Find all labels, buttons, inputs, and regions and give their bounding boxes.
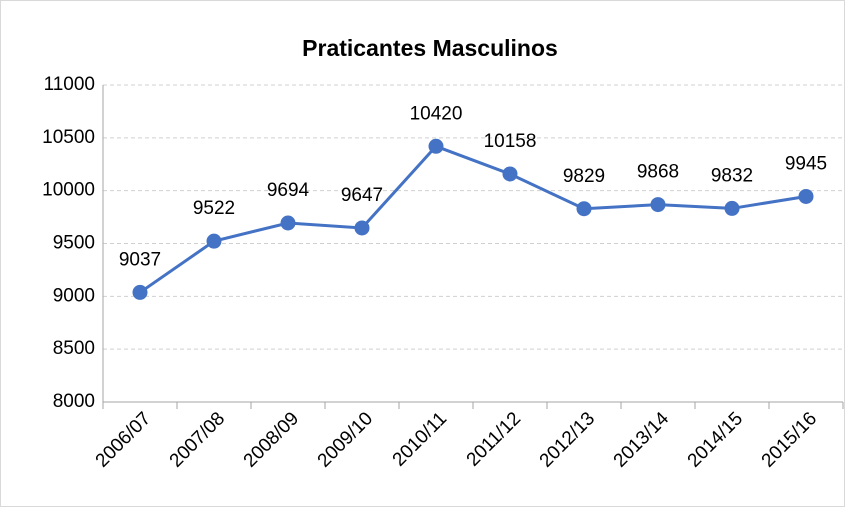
- data-point: [576, 201, 592, 217]
- data-label: 9037: [119, 249, 161, 270]
- y-tick-label: 11000: [44, 74, 95, 95]
- data-point: [724, 200, 740, 216]
- data-label: 9868: [637, 162, 679, 183]
- data-label: 9522: [193, 198, 235, 219]
- data-point: [280, 215, 296, 231]
- data-label: 10158: [484, 131, 537, 152]
- y-tick-label: 10500: [42, 127, 95, 148]
- y-tick-label: 9000: [53, 285, 95, 306]
- data-point: [428, 138, 444, 154]
- line-series: [139, 144, 807, 294]
- data-label: 9832: [711, 165, 753, 186]
- data-label: 9829: [563, 166, 605, 187]
- data-point: [502, 166, 518, 182]
- y-tick-label: 8000: [53, 391, 95, 412]
- data-point: [132, 284, 148, 300]
- data-label: 9945: [785, 153, 827, 174]
- data-label: 9647: [341, 185, 383, 206]
- data-label: 9694: [267, 180, 310, 201]
- data-point: [206, 233, 222, 249]
- chart-title: Praticantes Masculinos: [302, 35, 558, 61]
- y-tick-label: 10000: [42, 180, 95, 201]
- data-point: [650, 197, 666, 213]
- y-tick-label: 9500: [53, 233, 95, 254]
- data-label: 10420: [410, 103, 463, 124]
- data-point: [354, 220, 370, 236]
- y-tick-label: 8500: [53, 338, 95, 359]
- data-point: [798, 188, 814, 204]
